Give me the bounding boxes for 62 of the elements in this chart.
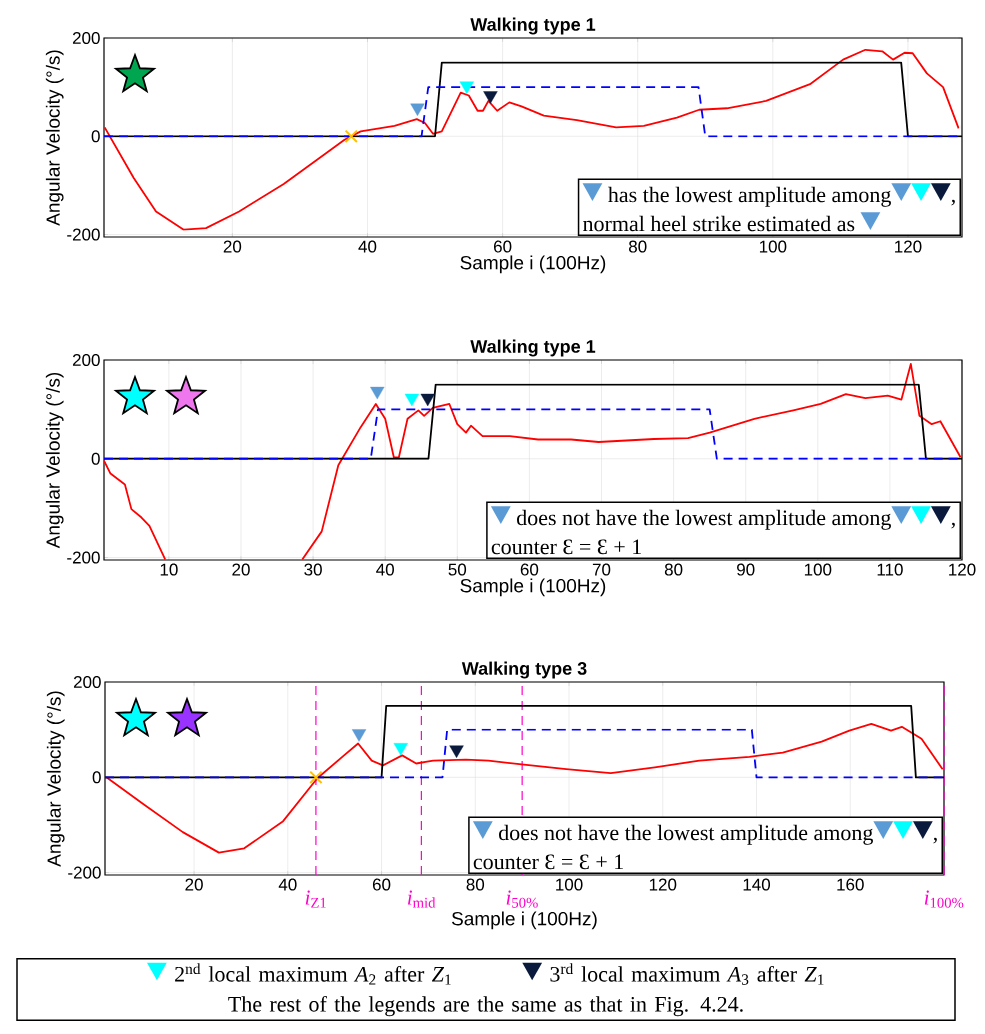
y-tick-label: 200: [72, 31, 100, 45]
x-tick-label: 90: [737, 563, 755, 576]
x-tick-label: 60: [520, 563, 539, 576]
x-tick-label: 30: [304, 563, 322, 576]
annotation: counter Ɛ = Ɛ + 1: [491, 539, 641, 555]
x-tick-label: 140: [743, 878, 771, 891]
x-tick-label: 100: [804, 563, 832, 576]
x-tick-label: 120: [895, 240, 922, 253]
chart-title: Walking type 3: [461, 661, 587, 679]
x-axis-title: Sample i (100Hz): [460, 578, 606, 597]
x-tick-label: 60: [372, 878, 391, 891]
legend-label: 2$^{nd}$ local maximum A$_{2}$ after Z$_{1}$: [175, 963, 451, 985]
annotation: ,: [951, 522, 955, 529]
y-tick-label: 0: [92, 771, 101, 784]
y-axis-title: Angular Velocity (°/s): [46, 691, 65, 867]
chart-title: Walking type 1: [470, 17, 596, 35]
ref-line-label: i$_{Z1}$: [305, 890, 326, 908]
x-tick-label: 20: [185, 878, 203, 891]
annotation: does not have the lowest amplitude among: [517, 509, 891, 530]
annotation: ,: [951, 199, 955, 206]
y-tick-label: 200: [72, 353, 100, 367]
x-tick-label: 100: [556, 878, 583, 891]
x-axis-title: Sample i (100Hz): [451, 911, 597, 930]
y-tick-label: 200: [73, 675, 101, 689]
x-tick-label: 80: [466, 878, 485, 891]
x-tick-label: 10: [160, 563, 178, 576]
y-tick-label: -200: [68, 866, 101, 879]
y-tick-label: -200: [67, 551, 100, 564]
x-tick-label: 20: [223, 240, 242, 253]
x-tick-label: 40: [278, 878, 297, 891]
y-axis-title: Angular Velocity (°/s): [45, 50, 64, 226]
line-series: [104, 48, 960, 231]
x-tick-label: 40: [376, 563, 394, 576]
annotation: does not have the lowest amplitude among: [499, 824, 873, 845]
x-tick-label: 40: [358, 240, 377, 253]
x-tick-label: 50: [448, 563, 467, 576]
y-tick-label: 0: [91, 130, 100, 143]
chart-title: Walking type 1: [470, 339, 596, 357]
x-tick-label: 80: [664, 563, 683, 576]
annotation: ,: [933, 837, 937, 844]
x-tick-label: 160: [837, 878, 864, 891]
y-tick-label: -200: [67, 228, 100, 241]
x-tick-label: 110: [877, 563, 903, 576]
annotation: counter Ɛ = Ɛ + 1: [473, 854, 623, 870]
ref-line-label: i$_{mid}$: [407, 890, 436, 908]
x-tick-label: 80: [629, 240, 647, 253]
legend-label: 3$^{rd}$ local maximum A$_{3}$ after Z$_{1}$: [550, 963, 824, 985]
annotation: normal heel strike estimated as: [583, 215, 855, 232]
ref-line-label: i$_{100%}$: [924, 890, 964, 908]
x-tick-label: 120: [949, 563, 976, 576]
x-tick-label: 120: [649, 878, 677, 891]
text: The rest of the legends are the same as that in Fig. 4.24.: [228, 995, 743, 1017]
x-tick-label: 100: [759, 240, 787, 253]
x-tick-label: 60: [494, 240, 512, 253]
x-axis-title: Sample i (100Hz): [460, 255, 606, 274]
y-tick-label: 0: [91, 452, 100, 465]
x-tick-label: 70: [592, 563, 611, 576]
ref-line-label: i$_{50%}$: [506, 890, 538, 908]
annotation: has the lowest amplitude among: [608, 186, 891, 207]
x-tick-label: 20: [232, 563, 250, 576]
line-series: [105, 723, 944, 854]
y-axis-title: Angular Velocity (°/s): [45, 372, 64, 549]
